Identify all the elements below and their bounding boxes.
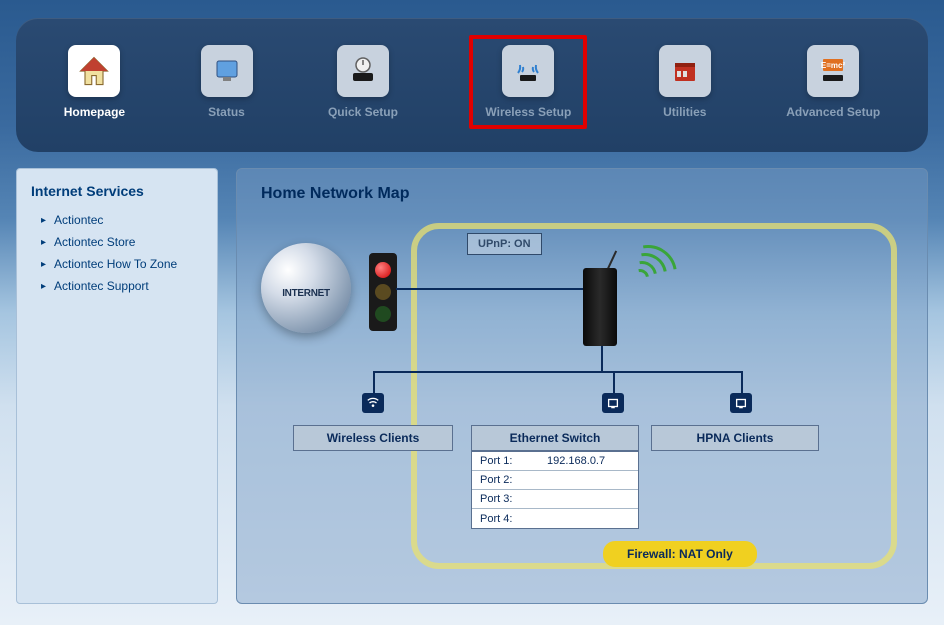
port-label: Port 2: (472, 474, 547, 486)
sidebar: Internet Services Actiontec Actiontec St… (16, 168, 218, 604)
ethernet-switch-button[interactable]: Ethernet Switch (471, 425, 639, 451)
sidebar-link-howto[interactable]: Actiontec How To Zone (31, 253, 203, 275)
nav-advanced[interactable]: E=mc² Advanced Setup (782, 41, 884, 123)
nav-wireless[interactable]: Wireless Setup (469, 35, 587, 129)
internet-globe[interactable]: INTERNET (261, 243, 351, 333)
sidebar-title: Internet Services (31, 183, 203, 199)
nav-utilities[interactable]: Utilities (655, 41, 715, 123)
connection-line (373, 371, 375, 393)
nav-homepage[interactable]: Homepage (60, 41, 129, 123)
hpna-clients-button[interactable]: HPNA Clients (651, 425, 819, 451)
port-row[interactable]: Port 1: 192.168.0.7 (472, 452, 638, 471)
svg-text:E=mc²: E=mc² (821, 61, 846, 70)
homepage-icon (68, 45, 120, 97)
firewall-status[interactable]: Firewall: NAT Only (603, 541, 757, 567)
content-area: Internet Services Actiontec Actiontec St… (16, 168, 928, 604)
nav-homepage-label: Homepage (64, 105, 125, 119)
globe-icon: INTERNET (261, 243, 351, 333)
nav-advanced-label: Advanced Setup (786, 105, 880, 119)
nav-wireless-label: Wireless Setup (485, 105, 571, 119)
traffic-light-icon (369, 253, 397, 331)
connection-line (601, 346, 603, 371)
main-panel: Home Network Map UPnP: ON INTERNET (236, 168, 928, 604)
nav-status[interactable]: Status (197, 41, 257, 123)
top-navigation: Homepage Status Quick Setup Wireless Set… (16, 18, 928, 152)
port-row[interactable]: Port 4: (472, 509, 638, 528)
hpna-node-icon (730, 393, 752, 413)
main-title: Home Network Map (261, 185, 907, 203)
status-icon (201, 45, 253, 97)
router-body (583, 268, 617, 346)
utilities-icon (659, 45, 711, 97)
nav-status-label: Status (208, 105, 245, 119)
ethernet-node-icon (602, 393, 624, 413)
upnp-status: UPnP: ON (467, 233, 542, 255)
port-table: Port 1: 192.168.0.7 Port 2: Port 3: Port… (471, 451, 639, 529)
port-label: Port 3: (472, 493, 547, 505)
advanced-icon: E=mc² (807, 45, 859, 97)
nav-quicksetup-label: Quick Setup (328, 105, 398, 119)
port-row[interactable]: Port 3: (472, 490, 638, 509)
quicksetup-icon (337, 45, 389, 97)
light-yellow (375, 284, 391, 300)
nav-utilities-label: Utilities (663, 105, 706, 119)
nav-quicksetup[interactable]: Quick Setup (324, 41, 402, 123)
port-row[interactable]: Port 2: (472, 471, 638, 490)
connection-line (373, 371, 741, 373)
sidebar-link-actiontec[interactable]: Actiontec (31, 209, 203, 231)
wireless-icon (502, 45, 554, 97)
wireless-node-icon (362, 393, 384, 413)
sidebar-link-store[interactable]: Actiontec Store (31, 231, 203, 253)
sidebar-link-support[interactable]: Actiontec Support (31, 275, 203, 297)
port-label: Port 4: (472, 513, 547, 525)
port-label: Port 1: (472, 455, 547, 467)
wireless-clients-button[interactable]: Wireless Clients (293, 425, 453, 451)
router-icon[interactable] (583, 268, 617, 346)
port-value: 192.168.0.7 (547, 455, 638, 467)
globe-label: INTERNET (261, 288, 351, 299)
connection-line (613, 371, 615, 393)
light-red (375, 262, 391, 278)
light-green (375, 306, 391, 322)
connection-line (741, 371, 743, 393)
connection-line (396, 288, 586, 290)
network-map: UPnP: ON INTERNET (261, 213, 907, 583)
